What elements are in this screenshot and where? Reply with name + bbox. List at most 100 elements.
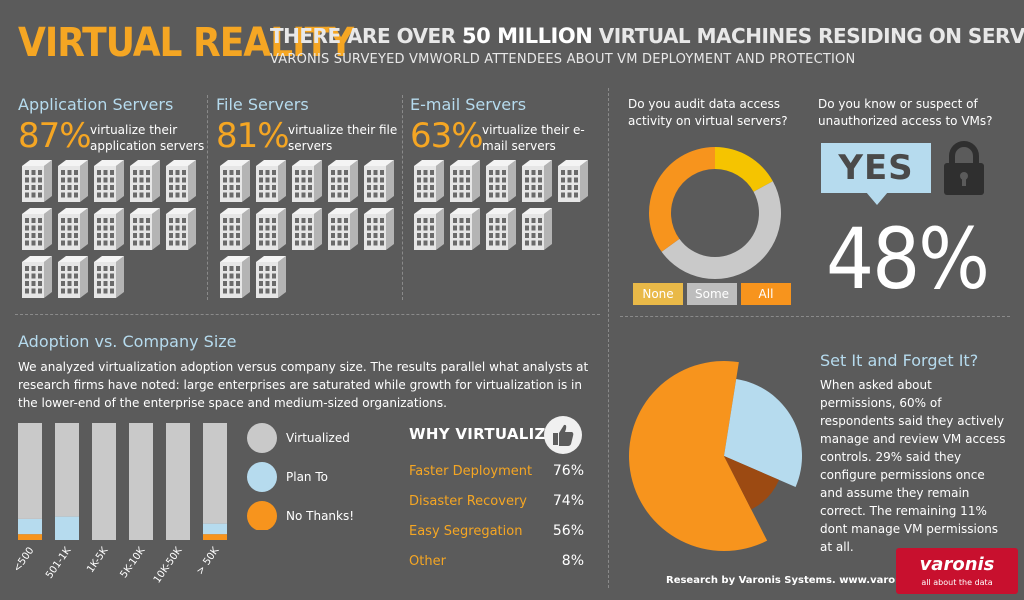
building-icon <box>364 160 394 202</box>
bubble-tail <box>866 192 888 205</box>
legend-planto-swatch <box>247 462 277 492</box>
varonis-logo: varonis all about the data <box>896 548 1018 594</box>
building-icon <box>22 256 52 298</box>
why-row-value-2: 56% <box>552 523 584 539</box>
adoption-title: Adoption vs. Company Size <box>18 332 237 351</box>
building-icon <box>450 208 480 250</box>
building-icon <box>364 208 394 250</box>
headline: THERE ARE OVER 50 MILLION VIRTUAL MACHIN… <box>270 24 1024 48</box>
bar-tick-label: 501-1K <box>44 545 74 581</box>
bar-tick-label: 10K-50K <box>152 545 185 585</box>
why-row-label-1: Disaster Recovery <box>409 494 527 509</box>
pie-slice-0 <box>629 361 768 551</box>
building-icon <box>328 208 358 250</box>
lock-icon <box>944 141 984 195</box>
bar-tick-label: <500 <box>12 545 37 574</box>
legend-nothanks-swatch <box>247 501 277 530</box>
donut-slice-some <box>661 181 782 280</box>
server-percent-0: 87% <box>18 116 92 156</box>
yes-bubble: YES <box>821 143 931 193</box>
legend-virtualized: Virtualized <box>286 431 350 445</box>
why-row-label-3: Other <box>409 554 446 569</box>
building-icon <box>58 256 88 298</box>
logo-text: varonis <box>919 554 995 575</box>
server-title-2: E-mail Servers <box>410 95 527 114</box>
legend-virtualized-swatch <box>247 423 277 453</box>
server-desc-2: virtualize their e-mail servers <box>482 123 585 153</box>
building-icon <box>166 208 196 250</box>
building-icon <box>414 160 444 202</box>
building-icon <box>22 160 52 202</box>
server-title-1: File Servers <box>216 95 309 114</box>
audit-donut-chart <box>649 147 782 280</box>
logo-tagline: all about the data <box>921 578 993 587</box>
server-title-0: Application Servers <box>18 95 174 114</box>
adoption-bar-chart: <500 501-1K 1K-5K 5K-10K 10K-50K > 50K <box>12 423 227 585</box>
bar-virtualized-1 <box>55 423 79 517</box>
headline-bold: 50 MILLION <box>462 24 593 48</box>
permissions-text: When asked about permissions, 60% of res… <box>820 378 1006 554</box>
horizontal-divider-right <box>620 316 1010 317</box>
server-desc-1: virtualize their file servers <box>288 123 398 153</box>
building-icon <box>220 256 250 298</box>
building-icon <box>130 160 160 202</box>
why-title: WHY VIRTUALIZE? <box>409 425 566 443</box>
server-percent-1: 81% <box>216 116 290 156</box>
building-icon <box>58 160 88 202</box>
building-icon <box>522 160 552 202</box>
why-row-label-2: Easy Segregation <box>409 524 523 539</box>
adoption-text: We analyzed virtualization adoption vers… <box>18 360 589 410</box>
building-icon <box>94 256 124 298</box>
horizontal-divider-left <box>15 314 600 315</box>
page-title: VIRTUAL REALITY <box>18 20 354 66</box>
why-row-value-0: 76% <box>552 463 584 479</box>
bar-virtualized-2 <box>92 423 116 540</box>
building-icon <box>450 160 480 202</box>
building-icon <box>558 160 588 202</box>
building-icon <box>292 160 322 202</box>
suspect-percent: 48% <box>826 210 990 308</box>
building-icon <box>22 208 52 250</box>
bar-plan-to-0 <box>18 518 42 535</box>
server-percent-2: 63% <box>410 116 484 156</box>
building-icon <box>292 208 322 250</box>
legend-some: Some <box>687 283 737 305</box>
legend-planto: Plan To <box>286 470 328 484</box>
building-icon <box>328 160 358 202</box>
permissions-pie-chart <box>629 361 802 551</box>
bar-virtualized-4 <box>166 423 190 540</box>
donut-slice-all <box>649 147 715 252</box>
building-icon <box>486 160 516 202</box>
footer-credit: Research by Varonis Systems. www.varonis… <box>666 575 939 586</box>
building-icon <box>414 208 444 250</box>
bar-no-thanks--0 <box>18 534 42 540</box>
why-row-value-1: 74% <box>552 493 584 509</box>
server-desc-0: virtualize their application servers <box>90 123 205 153</box>
building-icon <box>166 160 196 202</box>
building-icon <box>58 208 88 250</box>
building-icon <box>256 208 286 250</box>
building-icon <box>94 208 124 250</box>
pie-slice-1 <box>724 378 802 487</box>
headline-pre: THERE ARE OVER <box>270 24 456 48</box>
bar-plan-to-1 <box>55 516 79 540</box>
bar-tick-label: > 50K <box>195 545 222 577</box>
suspect-question: Do you know or suspect of unauthorized a… <box>818 97 993 128</box>
building-icon <box>522 208 552 250</box>
vertical-divider-1 <box>207 95 208 300</box>
building-icon <box>220 160 250 202</box>
bar-tick-label: 1K-5K <box>85 545 111 575</box>
bar-plan-to-5 <box>203 523 227 535</box>
building-icon <box>220 208 250 250</box>
vertical-divider-2 <box>402 95 403 300</box>
building-icon <box>256 256 286 298</box>
permissions-title: Set It and Forget It? <box>820 351 979 370</box>
thumbs-up-icon <box>544 416 582 454</box>
bar-virtualized-5 <box>203 423 227 524</box>
bar-no-thanks--5 <box>203 534 227 540</box>
headline-post: VIRTUAL MACHINES RESIDING ON SERVERS <box>598 24 1024 48</box>
legend-none: None <box>633 283 683 305</box>
pie-slice-2 <box>724 456 780 510</box>
donut-slice-none <box>715 147 773 192</box>
building-icon <box>486 208 516 250</box>
